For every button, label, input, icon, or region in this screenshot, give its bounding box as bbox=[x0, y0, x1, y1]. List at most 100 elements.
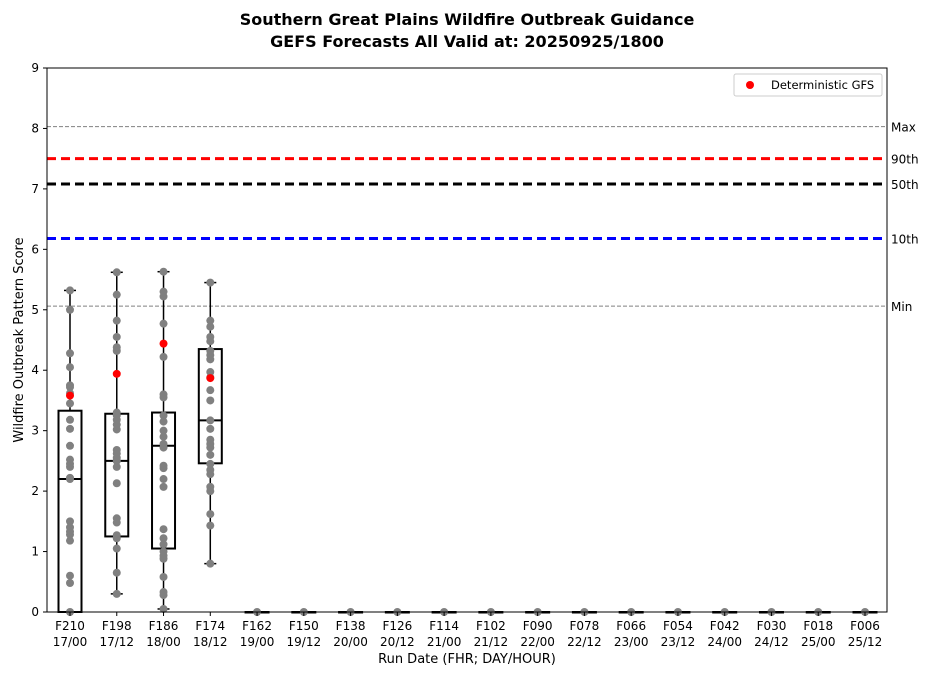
x-tick-label-date: 25/12 bbox=[848, 635, 883, 649]
member-point bbox=[112, 316, 121, 325]
y-tick-label: 8 bbox=[31, 121, 39, 135]
deterministic-gfs-point bbox=[66, 391, 74, 400]
x-tick-label-fhr: F042 bbox=[710, 619, 740, 633]
x-tick-label-fhr: F102 bbox=[476, 619, 506, 633]
member-point bbox=[206, 278, 215, 287]
member-point bbox=[206, 443, 215, 452]
y-tick-label: 3 bbox=[31, 424, 39, 438]
member-point bbox=[66, 305, 74, 314]
member-point bbox=[112, 346, 121, 355]
member-point bbox=[206, 510, 215, 519]
member-point bbox=[66, 383, 74, 392]
member-point bbox=[66, 424, 74, 433]
reference-lines: Max 90th 50th 10th Min bbox=[47, 121, 919, 314]
member-point bbox=[112, 589, 121, 598]
member-point bbox=[206, 396, 215, 405]
member-point bbox=[112, 290, 121, 299]
x-tick-label-fhr: F210 bbox=[55, 619, 85, 633]
y-tick-label: 4 bbox=[31, 363, 39, 377]
y-tick-label: 0 bbox=[31, 605, 39, 619]
x-tick-label-fhr: F054 bbox=[663, 619, 693, 633]
member-point bbox=[66, 571, 74, 580]
x-tick-label-date: 18/12 bbox=[193, 635, 228, 649]
x-tick-label-date: 22/12 bbox=[567, 635, 602, 649]
member-point bbox=[159, 443, 168, 452]
member-point bbox=[66, 530, 74, 539]
member-point bbox=[159, 604, 168, 613]
deterministic-gfs-point bbox=[206, 374, 215, 383]
y-tick-label: 7 bbox=[31, 182, 39, 196]
x-tick-label-date: 24/12 bbox=[754, 635, 789, 649]
member-point bbox=[112, 518, 121, 527]
x-tick-label-fhr: F114 bbox=[429, 619, 459, 633]
x-tick-label-fhr: F078 bbox=[570, 619, 600, 633]
member-point bbox=[206, 355, 215, 364]
x-tick-label-date: 20/12 bbox=[380, 635, 415, 649]
x-axis: F210 17/00 F198 17/12 F186 18/00 F174 18/12 F162… bbox=[53, 612, 883, 649]
chart-subtitle: GEFS Forecasts All Valid at: 20250925/18… bbox=[270, 32, 664, 51]
x-tick-label-fhr: F066 bbox=[616, 619, 646, 633]
member-point bbox=[66, 578, 74, 587]
x-tick-label-fhr: F186 bbox=[149, 619, 179, 633]
x-tick-label-date: 18/00 bbox=[146, 635, 181, 649]
member-point bbox=[159, 267, 168, 276]
member-point bbox=[206, 450, 215, 459]
member-point bbox=[206, 322, 215, 331]
member-point bbox=[159, 292, 168, 301]
member-point bbox=[159, 464, 168, 473]
member-point bbox=[66, 363, 74, 372]
member-point bbox=[206, 459, 215, 468]
x-tick-label-fhr: F090 bbox=[523, 619, 553, 633]
box-plots bbox=[57, 270, 878, 614]
ensemble-member-points bbox=[66, 267, 869, 616]
x-tick-label-fhr: F150 bbox=[289, 619, 319, 633]
x-tick-label-date: 24/00 bbox=[707, 635, 742, 649]
y-axis: 0 1 2 3 4 5 6 7 8 9 bbox=[31, 61, 47, 619]
ref-label-10th: 10th bbox=[891, 232, 919, 246]
x-tick-label-date: 19/12 bbox=[287, 635, 322, 649]
x-axis-label: Run Date (FHR; DAY/HOUR) bbox=[378, 652, 556, 667]
member-point bbox=[159, 534, 168, 543]
x-tick-label-fhr: F198 bbox=[102, 619, 132, 633]
member-point bbox=[112, 568, 121, 577]
member-point bbox=[112, 332, 121, 341]
x-tick-label-date: 22/00 bbox=[520, 635, 555, 649]
x-tick-label-fhr: F126 bbox=[382, 619, 412, 633]
member-point bbox=[206, 487, 215, 496]
member-point bbox=[112, 462, 121, 471]
member-point bbox=[159, 426, 168, 435]
member-point bbox=[159, 525, 168, 534]
ref-label-90th: 90th bbox=[891, 153, 919, 167]
member-point bbox=[112, 534, 121, 543]
member-point bbox=[159, 572, 168, 581]
member-point bbox=[66, 517, 74, 526]
legend-marker-deterministic-gfs bbox=[746, 81, 754, 89]
chart-title: Southern Great Plains Wildfire Outbreak … bbox=[240, 10, 695, 29]
plot-frame bbox=[46, 67, 888, 613]
legend-label-deterministic-gfs: Deterministic GFS bbox=[771, 78, 874, 92]
member-point bbox=[159, 417, 168, 426]
x-tick-label-fhr: F030 bbox=[757, 619, 787, 633]
member-point bbox=[159, 352, 168, 361]
member-point bbox=[206, 416, 215, 425]
member-point bbox=[206, 470, 215, 479]
x-tick-label-date: 23/12 bbox=[661, 635, 696, 649]
y-tick-label: 5 bbox=[31, 303, 39, 317]
member-point bbox=[112, 268, 121, 277]
member-point bbox=[206, 559, 215, 568]
member-point bbox=[206, 424, 215, 433]
x-tick-label-date: 17/12 bbox=[99, 635, 134, 649]
member-point bbox=[112, 544, 121, 553]
member-point bbox=[66, 441, 74, 450]
member-point bbox=[66, 349, 74, 358]
member-point bbox=[206, 337, 215, 346]
y-tick-label: 6 bbox=[31, 242, 39, 256]
deterministic-gfs-point bbox=[112, 369, 121, 378]
member-point bbox=[112, 425, 121, 434]
y-tick-label: 1 bbox=[31, 545, 39, 559]
x-tick-label-date: 20/00 bbox=[333, 635, 368, 649]
x-tick-label-fhr: F018 bbox=[803, 619, 833, 633]
x-tick-label-date: 25/00 bbox=[801, 635, 836, 649]
member-point bbox=[206, 521, 215, 530]
